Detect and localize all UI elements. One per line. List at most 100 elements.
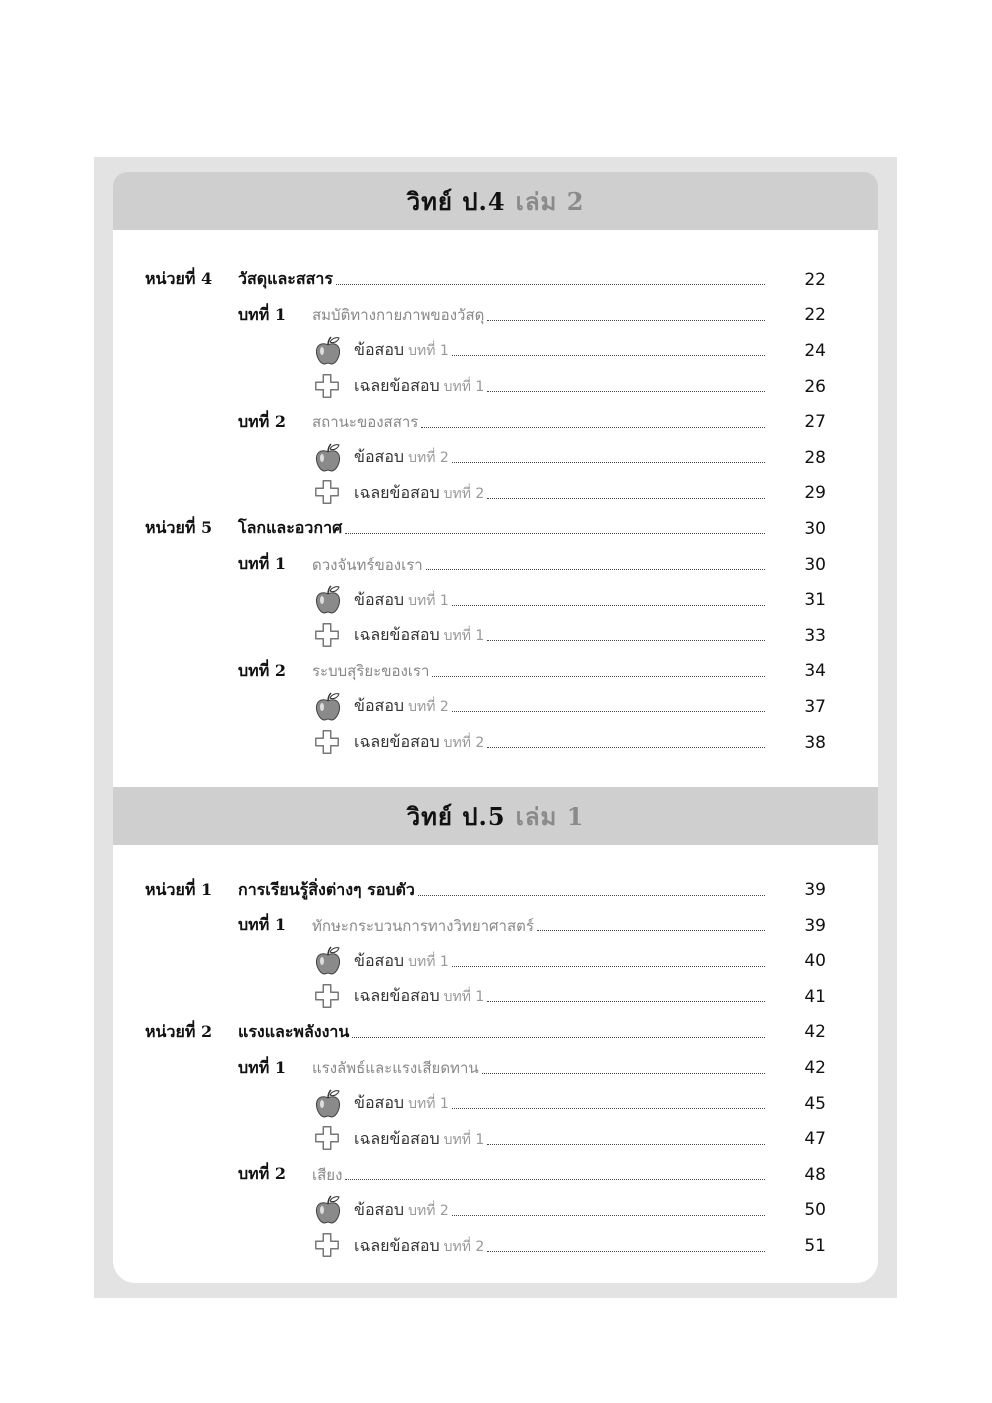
toc-entry-exam[interactable]: ข้อสอบ บทที่ 2 50 bbox=[113, 1193, 878, 1229]
page-number: 30 bbox=[804, 554, 826, 575]
unit-label: หน่วยที่ 2 bbox=[145, 1021, 213, 1041]
toc-entry-exam[interactable]: ข้อสอบ บทที่ 1 31 bbox=[113, 582, 878, 618]
title-strong: เฉลยข้อสอบ bbox=[354, 732, 440, 752]
page-number: 41 bbox=[804, 986, 826, 1007]
page-number: 47 bbox=[804, 1129, 826, 1150]
entry-content: เฉลยข้อสอบ บทที่ 1 bbox=[312, 372, 765, 402]
page-number: 27 bbox=[804, 412, 826, 433]
toc-entry-chapter[interactable]: บทที่ 2 เสียง 48 bbox=[113, 1157, 878, 1193]
toc-entry-answer[interactable]: เฉลยข้อสอบ บทที่ 1 47 bbox=[113, 1121, 878, 1157]
apple-icon bbox=[312, 1195, 344, 1225]
toc-entry-chapter[interactable]: บทที่ 1 สมบัติทางกายภาพของวัสดุ 22 bbox=[113, 298, 878, 334]
page-number: 33 bbox=[804, 625, 826, 646]
toc-entry-unit[interactable]: หน่วยที่ 2 แรงและพลังงาน 42 bbox=[113, 1015, 878, 1051]
exam-title[interactable]: ข้อสอบ บทที่ 1 bbox=[354, 338, 449, 363]
title-chapter: บทที่ 1 bbox=[408, 1096, 449, 1113]
entry-content: เฉลยข้อสอบ บทที่ 2 bbox=[312, 478, 765, 508]
chapter-title[interactable]: ดวงจันทร์ของเรา bbox=[312, 555, 423, 574]
title-strong: เฉลยข้อสอบ bbox=[354, 986, 440, 1006]
toc-entry-exam[interactable]: ข้อสอบ บทที่ 1 40 bbox=[113, 944, 878, 980]
dot-leader bbox=[421, 426, 765, 428]
dot-leader bbox=[451, 355, 765, 357]
entry-content: โลกและอวกาศ bbox=[238, 516, 765, 541]
chapter-title[interactable]: แรงลัพธ์และแรงเสียดทาน bbox=[312, 1059, 479, 1078]
answer-key-title[interactable]: เฉลยข้อสอบ บทที่ 2 bbox=[354, 481, 484, 506]
toc-entry-exam[interactable]: ข้อสอบ บทที่ 2 28 bbox=[113, 440, 878, 476]
exam-title[interactable]: ข้อสอบ บทที่ 1 bbox=[354, 949, 449, 974]
title-chapter: บทที่ 2 bbox=[443, 735, 485, 752]
entry-content: สมบัติทางกายภาพของวัสดุ bbox=[312, 303, 765, 327]
toc-entry-exam[interactable]: ข้อสอบ บทที่ 1 24 bbox=[113, 333, 878, 369]
page-number: 39 bbox=[804, 880, 826, 901]
toc-entry-chapter[interactable]: บทที่ 2 สถานะของสสาร 27 bbox=[113, 404, 878, 440]
unit-title[interactable]: วัสดุและสสาร bbox=[238, 269, 333, 289]
page-number: 42 bbox=[804, 1022, 826, 1043]
title-chapter: บทที่ 2 bbox=[408, 699, 449, 716]
toc-entry-answer[interactable]: เฉลยข้อสอบ บทที่ 1 41 bbox=[113, 979, 878, 1015]
answer-key-title[interactable]: เฉลยข้อสอบ บทที่ 1 bbox=[354, 374, 484, 399]
toc-entry-answer[interactable]: เฉลยข้อสอบ บทที่ 2 51 bbox=[113, 1228, 878, 1264]
page-number: 39 bbox=[804, 915, 826, 936]
toc-entry-answer[interactable]: เฉลยข้อสอบ บทที่ 1 33 bbox=[113, 618, 878, 654]
toc-entry-chapter[interactable]: บทที่ 2 ระบบสุริยะของเรา 34 bbox=[113, 654, 878, 690]
chapter-title[interactable]: ทักษะกระบวนการทางวิทยาศาสตร์ bbox=[312, 916, 534, 935]
dot-leader bbox=[417, 894, 765, 896]
title-chapter: บทที่ 1 bbox=[408, 953, 449, 970]
toc-entry-answer[interactable]: เฉลยข้อสอบ บทที่ 2 38 bbox=[113, 725, 878, 761]
toc-entry-chapter[interactable]: บทที่ 1 ดวงจันทร์ของเรา 30 bbox=[113, 547, 878, 583]
dot-leader bbox=[536, 930, 765, 932]
unit-title[interactable]: โลกและอวกาศ bbox=[238, 518, 343, 538]
toc-entry-exam[interactable]: ข้อสอบ บทที่ 1 45 bbox=[113, 1086, 878, 1122]
dot-leader bbox=[487, 497, 765, 499]
dot-leader bbox=[487, 1001, 765, 1003]
exam-title[interactable]: ข้อสอบ บทที่ 2 bbox=[354, 445, 449, 470]
chapter-title[interactable]: สมบัติทางกายภาพของวัสดุ bbox=[312, 306, 485, 325]
page-number: 42 bbox=[804, 1058, 826, 1079]
chapter-title[interactable]: เสียง bbox=[312, 1165, 343, 1184]
toc-entry-exam[interactable]: ข้อสอบ บทที่ 2 37 bbox=[113, 689, 878, 725]
toc-entry-answer[interactable]: เฉลยข้อสอบ บทที่ 1 26 bbox=[113, 369, 878, 405]
answer-key-title[interactable]: เฉลยข้อสอบ บทที่ 1 bbox=[354, 623, 484, 648]
toc-entry-answer[interactable]: เฉลยข้อสอบ บทที่ 2 29 bbox=[113, 476, 878, 512]
title-strong: ข้อสอบ bbox=[354, 696, 405, 716]
page-number: 26 bbox=[804, 376, 826, 397]
apple-icon bbox=[312, 946, 344, 976]
unit-title[interactable]: แรงและพลังงาน bbox=[238, 1021, 350, 1041]
chapter-label: บทที่ 2 bbox=[238, 1164, 286, 1184]
title-strong: ข้อสอบ bbox=[354, 447, 405, 467]
page-number: 22 bbox=[804, 269, 826, 290]
answer-key-title[interactable]: เฉลยข้อสอบ บทที่ 1 bbox=[354, 984, 484, 1009]
unit-title[interactable]: การเรียนรู้สิ่งต่างๆ รอบตัว bbox=[238, 879, 415, 899]
plus-icon bbox=[312, 1231, 344, 1261]
exam-title[interactable]: ข้อสอบ บทที่ 2 bbox=[354, 694, 449, 719]
entry-content: เฉลยข้อสอบ บทที่ 2 bbox=[312, 728, 765, 758]
page-frame: วิทย์ ป.4 เล่ม 2 หน่วยที่ 4 วัสดุและสสาร 22 บ… bbox=[94, 157, 897, 1298]
toc-section: วิทย์ ป.4 เล่ม 2 หน่วยที่ 4 วัสดุและสสาร 22 บ… bbox=[113, 172, 878, 787]
apple-icon bbox=[312, 443, 344, 473]
answer-key-title[interactable]: เฉลยข้อสอบ บทที่ 2 bbox=[354, 730, 484, 755]
toc-entry-chapter[interactable]: บทที่ 1 ทักษะกระบวนการทางวิทยาศาสตร์ 39 bbox=[113, 908, 878, 944]
toc-entry-chapter[interactable]: บทที่ 1 แรงลัพธ์และแรงเสียดทาน 42 bbox=[113, 1050, 878, 1086]
plus-icon bbox=[312, 372, 344, 402]
exam-title[interactable]: ข้อสอบ บทที่ 1 bbox=[354, 1091, 449, 1116]
toc-entry-unit[interactable]: หน่วยที่ 4 วัสดุและสสาร 22 bbox=[113, 262, 878, 298]
answer-key-title[interactable]: เฉลยข้อสอบ บทที่ 1 bbox=[354, 1127, 484, 1152]
entry-content: เฉลยข้อสอบ บทที่ 1 bbox=[312, 621, 765, 651]
page-number: 29 bbox=[804, 483, 826, 504]
page-number: 51 bbox=[804, 1236, 826, 1257]
chapter-title[interactable]: สถานะของสสาร bbox=[312, 413, 419, 432]
entry-content: ข้อสอบ บทที่ 1 bbox=[312, 336, 765, 366]
toc-entry-unit[interactable]: หน่วยที่ 1 การเรียนรู้สิ่งต่างๆ รอบตัว 39 bbox=[113, 872, 878, 908]
answer-key-title[interactable]: เฉลยข้อสอบ บทที่ 2 bbox=[354, 1234, 484, 1259]
entry-content: ข้อสอบ บทที่ 1 bbox=[312, 1089, 765, 1119]
page-number: 48 bbox=[804, 1164, 826, 1185]
toc-entry-unit[interactable]: หน่วยที่ 5 โลกและอวกาศ 30 bbox=[113, 511, 878, 547]
entry-content: ข้อสอบ บทที่ 1 bbox=[312, 585, 765, 615]
title-strong: ข้อสอบ bbox=[354, 950, 405, 970]
dot-leader bbox=[487, 391, 765, 393]
exam-title[interactable]: ข้อสอบ บทที่ 2 bbox=[354, 1198, 449, 1223]
exam-title[interactable]: ข้อสอบ บทที่ 1 bbox=[354, 588, 449, 613]
chapter-title[interactable]: ระบบสุริยะของเรา bbox=[312, 662, 430, 681]
entry-content: เสียง bbox=[312, 1163, 765, 1187]
toc-entries: หน่วยที่ 1 การเรียนรู้สิ่งต่างๆ รอบตัว 39 บ… bbox=[113, 845, 878, 1283]
